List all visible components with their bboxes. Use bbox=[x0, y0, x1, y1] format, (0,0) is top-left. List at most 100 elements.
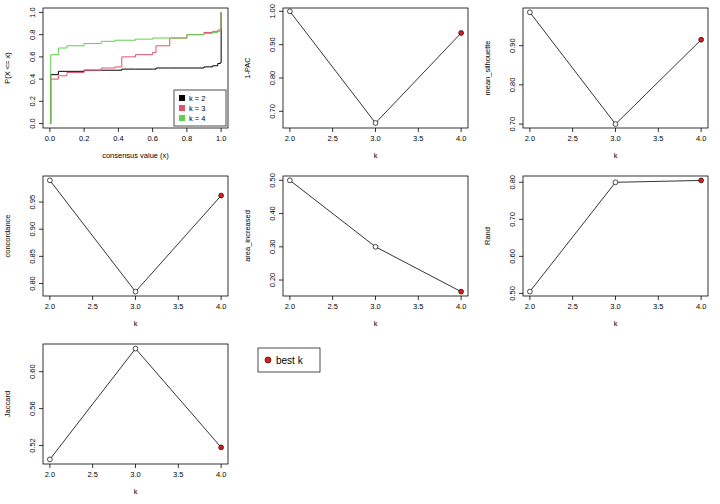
x-tick-label: 2.5 bbox=[87, 302, 97, 311]
x-tick bbox=[178, 296, 179, 300]
point bbox=[47, 457, 52, 462]
y-tick bbox=[519, 182, 523, 183]
y-tick-label: 0.70 bbox=[508, 212, 517, 227]
x-tick-label: 4.0 bbox=[456, 302, 466, 311]
data-group bbox=[47, 346, 223, 462]
x-tick-label: 3.0 bbox=[370, 134, 380, 143]
x-tick bbox=[49, 128, 50, 132]
data-group bbox=[527, 178, 703, 294]
x-tick bbox=[135, 464, 136, 468]
y-tick-label: 1.0 bbox=[28, 7, 37, 17]
x-axis-label: k bbox=[374, 319, 378, 328]
x-tick-label: 3.5 bbox=[173, 470, 183, 479]
x-tick-label: 3.5 bbox=[653, 134, 663, 143]
x-tick-label: 3.5 bbox=[653, 302, 663, 311]
point bbox=[459, 31, 464, 36]
series-line bbox=[530, 12, 701, 124]
y-tick bbox=[279, 11, 283, 12]
point bbox=[133, 346, 138, 351]
x-axis-label: k bbox=[614, 151, 618, 160]
x-tick bbox=[572, 296, 573, 300]
plot-frame bbox=[43, 176, 228, 296]
legend: k = 2k = 3k = 4 bbox=[174, 90, 226, 126]
y-tick bbox=[39, 445, 43, 446]
plot-frame bbox=[523, 8, 708, 128]
panel: 0.00.20.40.60.81.00.00.20.40.60.81.0cons… bbox=[3, 7, 228, 160]
panel: 2.02.53.03.54.00.700.800.901.00k1-PAC bbox=[243, 4, 468, 160]
y-tick-label: 0.70 bbox=[268, 104, 277, 119]
x-tick-label: 2.5 bbox=[327, 134, 337, 143]
y-tick bbox=[39, 256, 43, 257]
x-tick bbox=[49, 296, 50, 300]
x-tick bbox=[418, 128, 419, 132]
y-axis-label: P(X <= x) bbox=[3, 52, 12, 84]
y-axis-label: mean_silhouette bbox=[483, 40, 492, 95]
y-tick-label: 0.20 bbox=[268, 273, 277, 288]
x-tick bbox=[221, 128, 222, 132]
x-tick bbox=[221, 296, 222, 300]
x-tick-label: 4.0 bbox=[456, 134, 466, 143]
x-tick bbox=[186, 128, 187, 132]
y-tick-label: 0.60 bbox=[508, 249, 517, 264]
figure: 0.00.20.40.60.81.00.00.20.40.60.81.0cons… bbox=[0, 0, 720, 504]
x-tick bbox=[529, 128, 530, 132]
y-tick bbox=[519, 293, 523, 294]
x-tick bbox=[332, 128, 333, 132]
point bbox=[613, 122, 618, 127]
x-tick-label: 2.0 bbox=[285, 134, 295, 143]
data-group bbox=[50, 12, 221, 123]
x-tick-label: 3.5 bbox=[413, 302, 423, 311]
y-tick-label: 0.0 bbox=[28, 118, 37, 128]
panel: 2.02.53.03.54.00.200.300.400.50karea_inc… bbox=[243, 173, 468, 328]
y-axis-label: area_increased bbox=[243, 210, 252, 262]
x-tick bbox=[572, 128, 573, 132]
legend-box bbox=[258, 348, 320, 372]
x-tick-label: 4.0 bbox=[216, 470, 226, 479]
y-tick bbox=[279, 213, 283, 214]
y-tick bbox=[519, 124, 523, 125]
y-tick-label: 0.2 bbox=[28, 96, 37, 106]
y-tick bbox=[39, 56, 43, 57]
x-tick bbox=[615, 128, 616, 132]
y-tick bbox=[519, 84, 523, 85]
point bbox=[699, 37, 704, 42]
x-tick-label: 2.5 bbox=[567, 302, 577, 311]
x-tick bbox=[49, 464, 50, 468]
y-tick-label: 0.90 bbox=[508, 38, 517, 53]
x-axis-label: k bbox=[134, 487, 138, 496]
x-tick-label: 2.5 bbox=[567, 134, 577, 143]
x-tick bbox=[152, 128, 153, 132]
y-tick-label: 0.95 bbox=[28, 195, 37, 210]
series-line bbox=[50, 12, 221, 123]
x-tick bbox=[92, 464, 93, 468]
x-tick bbox=[84, 128, 85, 132]
y-tick bbox=[39, 34, 43, 35]
point bbox=[373, 121, 378, 126]
legend-swatch bbox=[179, 95, 185, 101]
x-tick bbox=[332, 296, 333, 300]
x-axis-label: k bbox=[374, 151, 378, 160]
y-tick bbox=[39, 123, 43, 124]
y-tick-label: 0.80 bbox=[268, 71, 277, 86]
point bbox=[459, 289, 464, 294]
plot-frame bbox=[283, 176, 468, 296]
plot-frame bbox=[283, 8, 468, 128]
point bbox=[527, 10, 532, 15]
x-tick bbox=[615, 296, 616, 300]
y-tick bbox=[279, 280, 283, 281]
legend-label: k = 2 bbox=[189, 94, 205, 103]
y-tick bbox=[519, 256, 523, 257]
x-tick-label: 2.0 bbox=[525, 302, 535, 311]
x-axis-label: consensus value (x) bbox=[102, 151, 169, 160]
series-line bbox=[530, 180, 701, 291]
y-axis-label: 1-PAC bbox=[243, 57, 252, 79]
y-tick bbox=[39, 408, 43, 409]
data-group bbox=[287, 9, 463, 125]
y-tick-label: 0.80 bbox=[508, 78, 517, 93]
series-line bbox=[50, 12, 221, 123]
panel: 2.02.53.03.54.00.500.600.700.80kRand bbox=[483, 175, 708, 328]
point bbox=[219, 445, 224, 450]
y-tick bbox=[279, 44, 283, 45]
x-tick-label: 0.8 bbox=[182, 134, 192, 143]
y-tick bbox=[519, 219, 523, 220]
